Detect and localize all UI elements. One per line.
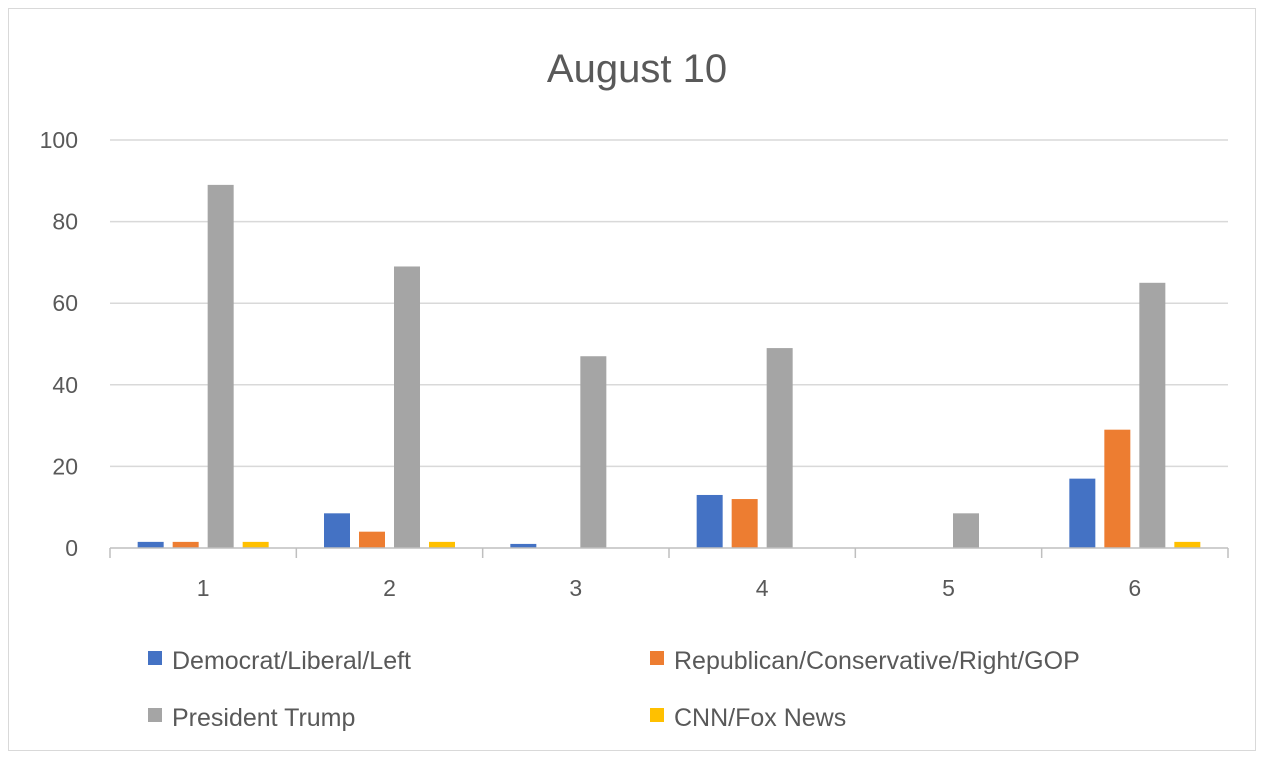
chart-title: August 10 (547, 47, 727, 91)
legend-label: President Trump (172, 704, 355, 732)
x-tick-label: 5 (942, 575, 955, 601)
bars (137, 184, 1201, 548)
legend-label: CNN/Fox News (674, 704, 846, 732)
legend-swatch (148, 708, 162, 722)
bar (1069, 478, 1096, 548)
bar (1174, 541, 1201, 548)
y-tick-label: 80 (52, 209, 78, 235)
x-tick-label: 3 (569, 575, 582, 601)
bar (394, 266, 420, 548)
x-axis: 1 2 3 4 5 6 (109, 547, 1229, 601)
bar (1104, 429, 1131, 548)
legend-swatch (650, 708, 664, 722)
bar (580, 356, 607, 548)
y-tick-label: 20 (52, 453, 78, 479)
bar (696, 494, 723, 548)
legend-label: Democrat/Liberal/Left (172, 647, 411, 675)
bar (766, 348, 793, 548)
legend-label: Republican/Conservative/Right/GOP (674, 647, 1080, 675)
bar (510, 543, 537, 548)
y-axis: 0 20 40 60 80 100 (40, 127, 78, 561)
gridlines (110, 139, 1228, 468)
bar (359, 531, 385, 548)
bar (207, 184, 234, 548)
bar (172, 541, 199, 548)
y-tick-label: 40 (52, 372, 78, 398)
bar (429, 541, 455, 548)
x-tick-label: 1 (197, 575, 210, 601)
y-tick-label: 0 (65, 535, 78, 561)
bar (324, 513, 350, 548)
x-tick-label: 6 (1128, 575, 1141, 601)
bar (137, 541, 164, 548)
y-tick-label: 100 (40, 127, 78, 153)
x-tick-label: 2 (383, 575, 396, 601)
legend-swatch (148, 651, 162, 665)
y-tick-label: 60 (52, 290, 78, 316)
bar (953, 513, 979, 548)
bar (1139, 282, 1166, 548)
x-tick-label: 4 (756, 575, 769, 601)
bar (242, 541, 269, 548)
legend-swatch (650, 651, 664, 665)
bar (731, 499, 758, 548)
legend: Democrat/Liberal/Left Republican/Conserva… (148, 647, 1080, 732)
